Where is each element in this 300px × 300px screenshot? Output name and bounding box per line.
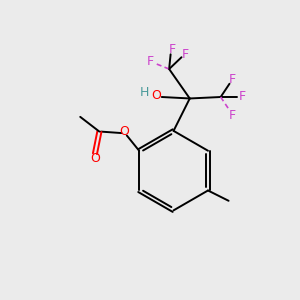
Text: F: F — [169, 44, 176, 56]
Text: H: H — [140, 86, 149, 99]
Text: F: F — [238, 91, 246, 103]
Text: O: O — [90, 152, 100, 165]
Text: F: F — [146, 55, 154, 68]
Text: O: O — [151, 89, 161, 102]
Text: F: F — [229, 109, 236, 122]
Text: F: F — [182, 48, 189, 61]
Text: F: F — [229, 73, 236, 86]
Text: O: O — [119, 125, 129, 138]
